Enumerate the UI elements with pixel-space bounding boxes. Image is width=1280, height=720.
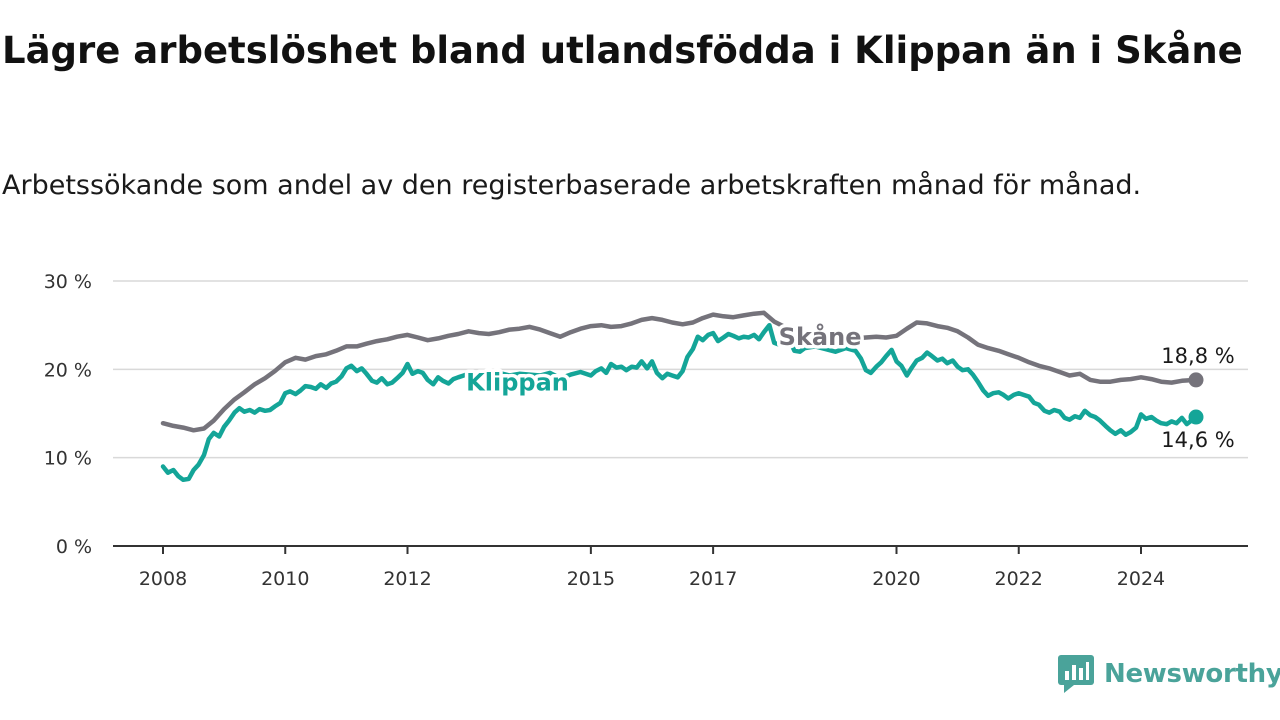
x-tick-label: 2012 xyxy=(383,568,431,590)
series-end-dot xyxy=(1188,372,1204,388)
series-lines xyxy=(160,310,1204,483)
series-end-label: 14,6 % xyxy=(1161,428,1234,452)
y-tick-label: 10 % xyxy=(44,448,92,470)
y-tick-label: 30 % xyxy=(44,271,92,293)
bar-chart-logo-icon xyxy=(1058,655,1094,693)
x-axis-labels: 2008 2010 2012 2015 2017 2020 2022 2024 xyxy=(139,568,1165,590)
brand-name: Newsworthy xyxy=(1104,659,1280,689)
gridlines xyxy=(113,280,1248,459)
line-chart: 0 % 10 % 20 % 30 % 2008 2010 2012 2015 2017 2020… xyxy=(44,271,1248,590)
x-tick-label: 2010 xyxy=(261,568,309,590)
x-tick-label: 2008 xyxy=(139,568,187,590)
y-axis-labels: 0 % 10 % 20 % 30 % xyxy=(44,271,92,558)
series-line-1 xyxy=(160,322,1199,483)
y-tick-label: 20 % xyxy=(44,359,92,381)
chart-subtitle: Arbetssökande som andel av den registerb… xyxy=(2,170,1142,201)
x-tick-label: 2017 xyxy=(689,568,737,590)
series-line-0 xyxy=(160,310,1199,433)
series-name-label: Klippan xyxy=(466,369,569,397)
x-tick-label: 2020 xyxy=(872,568,920,590)
series-end-label: 18,8 % xyxy=(1161,344,1234,368)
series-end-dot xyxy=(1188,409,1204,425)
chart-title: Lägre arbetslöshet bland utlandsfödda i … xyxy=(2,29,1243,72)
x-tick-label: 2022 xyxy=(995,568,1043,590)
y-tick-label: 0 % xyxy=(56,536,92,558)
series-labels: 18,8 % 14,6 % Skåne Klippan xyxy=(463,318,1235,452)
x-tick-label: 2024 xyxy=(1117,568,1165,590)
x-tick-label: 2015 xyxy=(567,568,615,590)
series-name-label: Skåne xyxy=(779,322,862,351)
brand-logo: Newsworthy xyxy=(1058,654,1280,694)
x-axis xyxy=(113,545,1248,554)
